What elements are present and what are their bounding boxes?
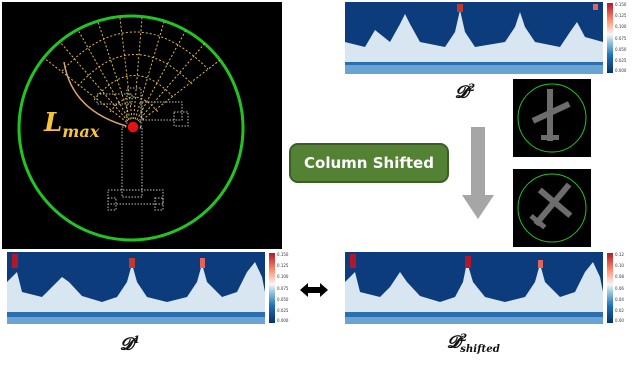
colorbar-d2 bbox=[607, 3, 613, 73]
colorbar-d2-shifted bbox=[607, 253, 613, 323]
heatmap-d2-shifted-graphic bbox=[345, 252, 603, 324]
lmax-arc bbox=[63, 61, 131, 128]
thumbnail-original-graphic bbox=[517, 83, 587, 153]
column-shifted-label-box: Column Shifted bbox=[289, 143, 449, 183]
colorbar-d2-ticks: 0.150 0.125 0.100 0.075 0.050 0.025 0.00… bbox=[615, 2, 627, 73]
object-silhouette bbox=[96, 87, 189, 211]
heatmap-d1-graphic bbox=[7, 252, 265, 324]
source-image-panel bbox=[2, 2, 282, 249]
arrow-down-icon bbox=[462, 127, 494, 219]
bounding-circle bbox=[17, 14, 245, 242]
label-d2: 𝓓2 bbox=[455, 82, 476, 103]
double-arrow-icon bbox=[300, 283, 328, 297]
heatmap-d2-graphic bbox=[345, 2, 603, 74]
heatmap-d1 bbox=[7, 252, 265, 324]
heatmap-d2-shifted bbox=[345, 252, 603, 324]
range-arcs bbox=[61, 31, 209, 113]
thumbnail-shifted-graphic bbox=[517, 173, 587, 243]
thumbnail-shifted bbox=[513, 169, 591, 247]
heatmap-d2 bbox=[345, 2, 603, 74]
colorbar-d1-ticks: 0.150 0.125 0.100 0.075 0.050 0.025 0.00… bbox=[277, 252, 289, 323]
ray-diagram bbox=[17, 14, 245, 242]
colorbar-d2-shifted-ticks: 0.12 0.10 0.08 0.06 0.04 0.02 0.00 bbox=[615, 252, 624, 323]
label-d1: 𝓓1 bbox=[120, 334, 141, 355]
colorbar-d1 bbox=[269, 253, 275, 323]
label-d2-shifted: 𝓓2shifted bbox=[447, 332, 500, 356]
origin-point bbox=[126, 120, 140, 134]
lmax-label: Lmax bbox=[44, 108, 100, 142]
thumbnail-original bbox=[513, 79, 591, 157]
